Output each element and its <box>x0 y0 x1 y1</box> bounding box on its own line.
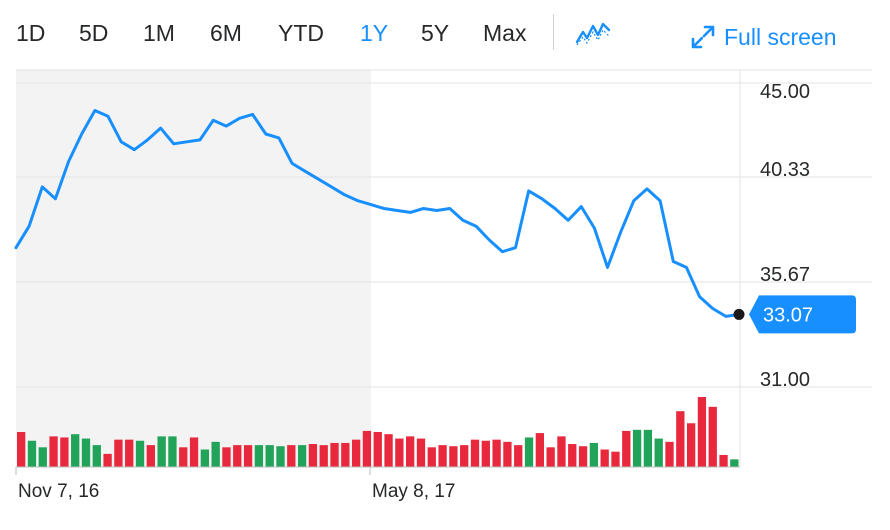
volume-bar <box>38 447 47 467</box>
volume-bar <box>71 434 80 467</box>
range-1d[interactable]: 1D <box>16 20 46 46</box>
volume-bar <box>384 434 393 467</box>
volume-bar <box>514 445 523 467</box>
range-max[interactable]: Max <box>483 20 527 46</box>
volume-bar <box>276 446 285 467</box>
volume-bar <box>503 441 512 467</box>
volume-bar <box>708 406 717 467</box>
volume-bar <box>568 444 577 467</box>
range-1m[interactable]: 1M <box>143 20 175 46</box>
volume-bar <box>632 429 642 467</box>
volume-bar <box>730 459 739 467</box>
chart-toolbar: 1D 5D 1M 6M YTD 1Y 5Y Max Full screen <box>0 0 890 70</box>
expand-arrows-icon <box>691 25 715 49</box>
volume-bar <box>308 444 318 467</box>
volume-bar <box>125 439 134 467</box>
toolbar-divider <box>553 14 554 50</box>
volume-bar <box>27 440 37 467</box>
fullscreen-label: Full screen <box>724 23 837 50</box>
volume-bar <box>146 445 155 467</box>
volume-bar <box>622 430 631 467</box>
volume-bar <box>341 442 350 467</box>
current-price-marker: 33.07 <box>733 295 856 334</box>
volume-bar <box>114 439 123 467</box>
volume-bar <box>416 438 426 467</box>
shaded-period-region <box>16 70 371 467</box>
volume-bar <box>578 446 588 467</box>
volume-bar <box>254 445 264 467</box>
volume-bar <box>611 451 620 467</box>
volume-bar <box>92 445 101 467</box>
volume-bar <box>643 429 653 467</box>
range-5d[interactable]: 5D <box>79 20 109 46</box>
volume-bar <box>103 453 112 467</box>
volume-bar <box>60 437 69 467</box>
volume-bar <box>351 439 361 467</box>
volume-bar <box>697 397 707 467</box>
volume-bar <box>470 439 480 467</box>
volume-bar <box>665 441 674 467</box>
volume-bar <box>460 445 469 467</box>
y-tick-label: 40.33 <box>760 159 810 181</box>
volume-bar <box>168 436 177 467</box>
volume-bar <box>535 433 544 467</box>
volume-bar <box>179 447 188 467</box>
fullscreen-button[interactable]: Full screen <box>690 22 836 52</box>
volume-bar <box>81 438 91 467</box>
volume-bar <box>157 436 166 467</box>
volume-bar <box>438 445 447 467</box>
volume-bar <box>243 445 253 467</box>
volume-bar <box>589 442 599 467</box>
range-6m[interactable]: 6M <box>210 20 242 46</box>
range-5y[interactable]: 5Y <box>421 20 450 46</box>
volume-bar <box>676 411 685 467</box>
volume-bar <box>265 445 274 467</box>
volume-bar <box>600 449 609 467</box>
volume-bar <box>546 447 555 467</box>
volume-bar <box>287 445 296 467</box>
volume-bar <box>222 447 231 467</box>
volume-bar <box>395 438 404 467</box>
volume-bar <box>362 430 372 467</box>
volume-bar <box>135 440 145 467</box>
volume-bar <box>330 442 339 467</box>
x-tick-label: Nov 7, 16 <box>18 481 99 502</box>
volume-bar <box>449 446 458 467</box>
volume-bar <box>481 440 490 467</box>
y-tick-label: 45.00 <box>760 81 810 103</box>
volume-bar <box>427 447 436 467</box>
volume-bar <box>373 432 382 467</box>
volume-bar <box>200 449 210 467</box>
volume-bar <box>189 437 199 467</box>
current-price-label: 33.07 <box>763 304 813 326</box>
volume-bars <box>17 397 739 467</box>
volume-bar <box>719 454 728 467</box>
volume-bar <box>686 423 696 467</box>
current-price-tag <box>749 295 856 334</box>
volume-bar <box>406 436 415 467</box>
range-ytd[interactable]: YTD <box>278 20 324 46</box>
y-axis-labels: 45.00 40.33 35.67 31.00 <box>760 81 810 391</box>
current-price-dot <box>733 308 745 320</box>
range-1y[interactable]: 1Y <box>360 20 389 46</box>
volume-bar <box>233 445 242 467</box>
line-chart-icon[interactable] <box>575 20 611 46</box>
volume-bar <box>524 437 534 467</box>
volume-bar <box>211 441 220 467</box>
y-tick-label: 31.00 <box>760 369 810 391</box>
x-axis-labels: Nov 7, 16 May 8, 17 <box>15 467 455 502</box>
gridlines <box>16 69 872 467</box>
volume-bar <box>654 438 663 467</box>
x-tick-label: May 8, 17 <box>372 481 455 502</box>
volume-bar <box>492 439 501 467</box>
volume-bar <box>17 432 26 467</box>
price-line <box>14 109 741 318</box>
y-tick-label: 35.67 <box>760 264 810 286</box>
volume-bar <box>297 445 307 467</box>
volume-bar <box>319 445 328 467</box>
volume-bar <box>557 436 566 467</box>
volume-bar <box>49 436 58 467</box>
